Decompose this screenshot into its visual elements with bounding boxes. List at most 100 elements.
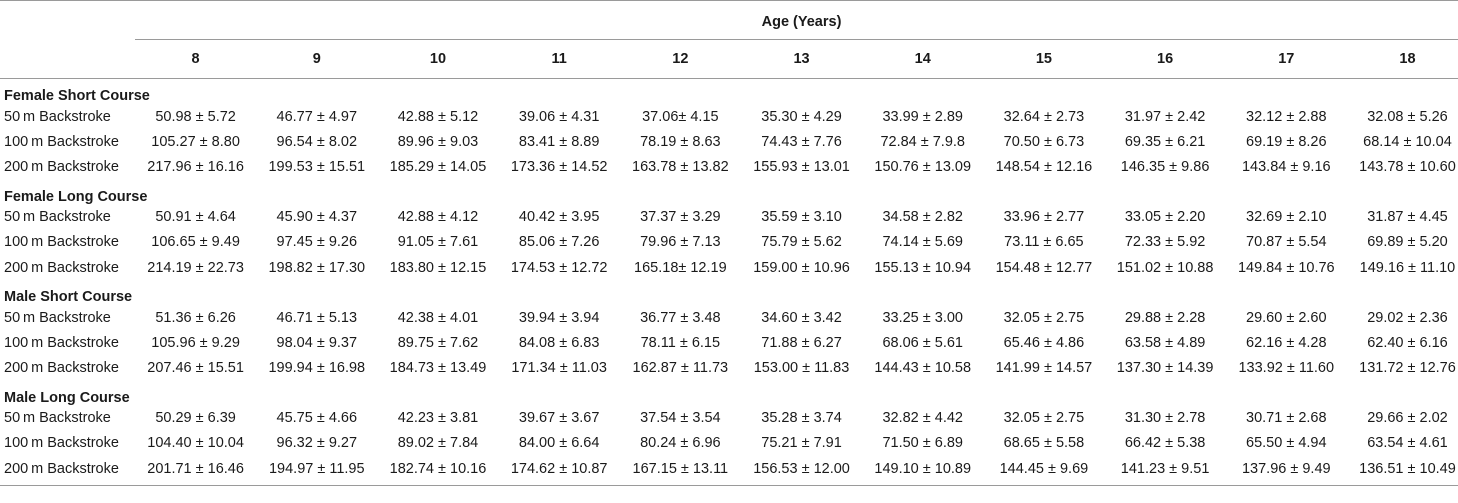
bottom-rule (0, 481, 1458, 487)
table-cell: 39.94 ± 3.94 (518, 309, 600, 326)
table-cell: 31.30 ± 2.78 (1124, 410, 1206, 427)
table-cell: 146.35 ± 9.86 (1120, 158, 1210, 175)
row-label: 100 m Backstroke (4, 133, 119, 150)
table-cell: 36.77 ± 3.48 (640, 309, 721, 326)
table-cell: 97.45 ± 9.26 (276, 234, 358, 251)
section-title: Female Long Course (4, 188, 148, 205)
table-cell: 34.58 ± 2.82 (882, 209, 963, 226)
table-cell: 69.19 ± 8.26 (1246, 133, 1327, 150)
row-label: 200 m Backstroke (4, 158, 119, 175)
table-cell: 66.42 ± 5.38 (1124, 435, 1206, 452)
table-row: 100 m Backstroke 104.40 ± 10.04 96.32 ± 9.… (0, 431, 1458, 456)
table-cell: 141.23 ± 9.51 (1120, 460, 1210, 477)
table-cell: 34.60 ± 3.42 (761, 309, 842, 326)
header-corner (0, 1, 135, 40)
table-cell: 68.06 ± 5.61 (882, 334, 963, 351)
table-cell: 80.24 ± 6.96 (640, 435, 721, 452)
table-cell: 137.96 ± 9.49 (1241, 460, 1331, 477)
table-row: 200 m Backstroke 214.19 ± 22.73 198.82 ± 1… (0, 255, 1458, 280)
table-cell: 84.08 ± 6.83 (518, 334, 600, 351)
table-cell: 106.65 ± 9.49 (151, 234, 240, 251)
table-cell: 84.00 ± 6.64 (518, 435, 600, 452)
age-header-9: 9 (256, 39, 378, 79)
table-cell: 32.69 ± 2.10 (1246, 209, 1327, 226)
table-row: 50 m Backstroke 50.29 ± 6.39 45.75 ± 4.66 4… (0, 406, 1458, 431)
table-cell: 89.96 ± 9.03 (397, 133, 479, 150)
table-cell: 32.05 ± 2.75 (1003, 410, 1085, 427)
table-cell: 72.33 ± 5.92 (1124, 234, 1206, 251)
row-label: 200 m Backstroke (4, 360, 119, 377)
table-cell: 32.12 ± 2.88 (1246, 108, 1327, 125)
table-cell: 72.84 ± 7.9.8 (880, 133, 965, 150)
table-cell: 37.54 ± 3.54 (640, 410, 721, 427)
table-cell: 35.59 ± 3.10 (761, 209, 842, 226)
table-cell: 50.91 ± 4.64 (155, 209, 236, 226)
age-header-16: 16 (1104, 39, 1226, 79)
table-cell: 29.88 ± 2.28 (1124, 309, 1206, 326)
table-cell: 32.64 ± 2.73 (1003, 108, 1085, 125)
age-header-18: 18 (1346, 39, 1458, 79)
age-header-row: 8 9 10 11 12 13 14 15 16 17 18 (0, 39, 1458, 79)
table-cell: 33.05 ± 2.20 (1124, 209, 1206, 226)
table-row: 100 m Backstroke 105.96 ± 9.29 98.04 ± 9.3… (0, 330, 1458, 355)
table-cell: 75.21 ± 7.91 (761, 435, 842, 452)
table-cell: 46.71 ± 5.13 (276, 309, 358, 326)
table-cell: 78.11 ± 6.15 (640, 334, 721, 351)
table-cell: 150.76 ± 13.09 (874, 158, 972, 175)
table-cell: 148.54 ± 12.16 (995, 158, 1093, 175)
table-cell: 185.29 ± 14.05 (389, 158, 487, 175)
table-cell: 39.06 ± 4.31 (518, 108, 600, 125)
table-cell: 45.75 ± 4.66 (276, 410, 358, 427)
table-cell: 167.15 ± 13.11 (632, 460, 729, 477)
table-cell: 50.29 ± 6.39 (155, 410, 236, 427)
age-header-8: 8 (135, 39, 257, 79)
table-cell: 32.08 ± 5.26 (1367, 108, 1448, 125)
age-header-13: 13 (740, 39, 863, 79)
table-cell: 32.82 ± 4.42 (882, 410, 963, 427)
row-label: 200 m Backstroke (4, 460, 119, 477)
table-cell: 63.58 ± 4.89 (1124, 334, 1206, 351)
age-group-header: Age (Years) (135, 1, 1458, 40)
row-label: 50 m Backstroke (4, 209, 111, 226)
table-cell: 173.36 ± 14.52 (510, 158, 608, 175)
table-cell: 71.88 ± 6.27 (761, 334, 842, 351)
age-header-15: 15 (983, 39, 1105, 79)
table-row: 100 m Backstroke 105.27 ± 8.80 96.54 ± 8.0… (0, 129, 1458, 154)
table-cell: 42.38 ± 4.01 (397, 309, 479, 326)
table-cell: 75.79 ± 5.62 (761, 234, 842, 251)
table-cell: 174.53 ± 12.72 (510, 259, 608, 276)
age-header-11: 11 (498, 39, 620, 79)
table-cell: 174.62 ± 10.87 (510, 460, 608, 477)
table-cell: 144.43 ± 10.58 (874, 360, 972, 377)
table-body: Female Short Course 50 m Backstroke 50.98 … (0, 79, 1458, 487)
table-row: 200 m Backstroke 201.71 ± 16.46 194.97 ± 1… (0, 456, 1458, 481)
table-cell: 104.40 ± 10.04 (147, 435, 244, 452)
table-cell: 31.87 ± 4.45 (1367, 209, 1448, 226)
table-cell: 70.87 ± 5.54 (1246, 234, 1327, 251)
table-cell: 32.05 ± 2.75 (1003, 309, 1085, 326)
table-cell: 201.71 ± 16.46 (147, 460, 244, 477)
table-cell: 37.06± 4.15 (642, 108, 719, 125)
table-cell: 156.53 ± 12.00 (753, 460, 850, 477)
table-cell: 105.27 ± 8.80 (151, 133, 240, 150)
table-cell: 83.41 ± 8.89 (518, 133, 600, 150)
table-cell: 37.37 ± 3.29 (640, 209, 721, 226)
table-cell: 154.48 ± 12.77 (995, 259, 1093, 276)
table-row: 200 m Backstroke 207.46 ± 15.51 199.94 ± 1… (0, 356, 1458, 381)
table-cell: 85.06 ± 7.26 (518, 234, 600, 251)
table-cell: 98.04 ± 9.37 (276, 334, 358, 351)
section-title: Female Short Course (4, 88, 150, 104)
table-cell: 143.84 ± 9.16 (1241, 158, 1331, 175)
table-cell: 198.82 ± 17.30 (268, 259, 366, 276)
row-label: 100 m Backstroke (4, 334, 119, 351)
table-cell: 39.67 ± 3.67 (518, 410, 600, 427)
table-cell: 74.43 ± 7.76 (761, 133, 842, 150)
table-cell: 46.77 ± 4.97 (276, 108, 358, 125)
table-cell: 40.42 ± 3.95 (518, 209, 600, 226)
table-cell: 69.35 ± 6.21 (1124, 133, 1206, 150)
table-cell: 29.02 ± 2.36 (1367, 309, 1448, 326)
section-header-row: Female Long Course (0, 180, 1458, 205)
table-cell: 42.23 ± 3.81 (397, 410, 479, 427)
age-header-12: 12 (619, 39, 741, 79)
table-cell: 133.92 ± 11.60 (1238, 360, 1335, 377)
